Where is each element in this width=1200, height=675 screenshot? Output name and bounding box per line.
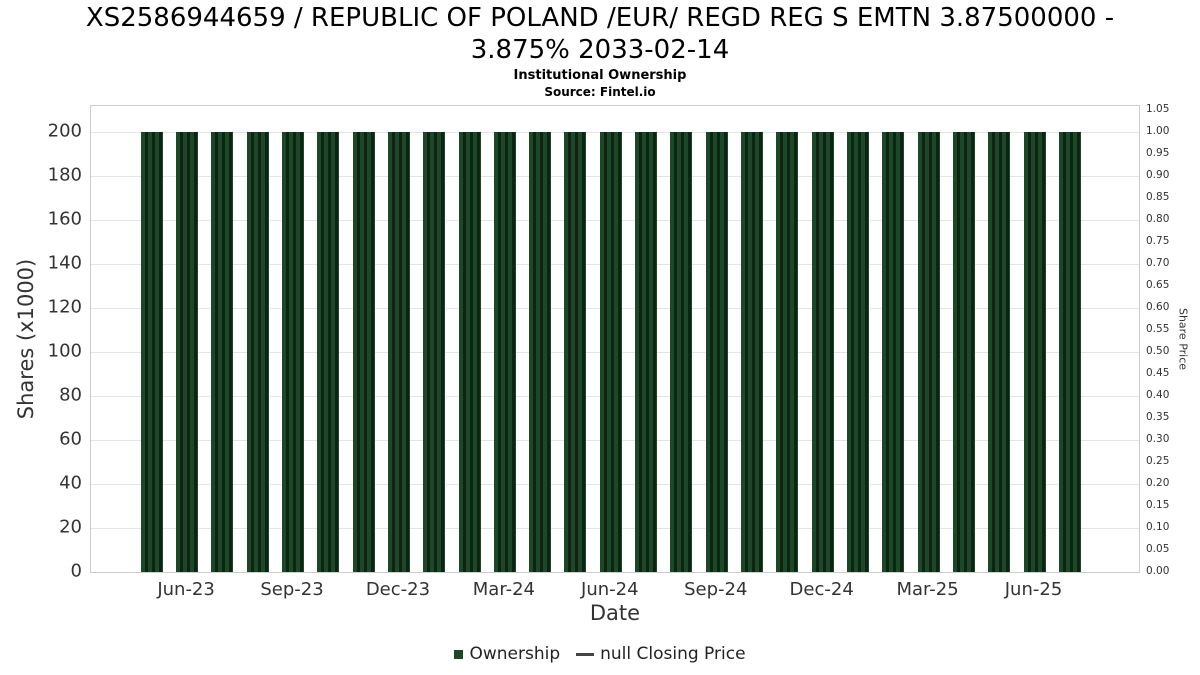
price-axis-tick-label: 0.45	[1146, 367, 1170, 380]
ownership-bar[interactable]	[387, 132, 410, 572]
ownership-bar[interactable]	[776, 132, 799, 572]
legend-price-label: null Closing Price	[600, 644, 746, 664]
ownership-bar[interactable]	[635, 132, 658, 572]
shares-axis-tick-label: 0	[70, 560, 82, 582]
chart-title-line2: 3.875% 2033-02-14	[470, 35, 730, 65]
shares-axis-tick-label: 100	[47, 340, 82, 362]
ownership-bar[interactable]	[140, 132, 163, 572]
legend-item-closing-price[interactable]: null Closing Price	[576, 644, 746, 664]
price-axis-tick-label: 0.05	[1146, 543, 1170, 556]
chart-title: XS2586944659 / REPUBLIC OF POLAND /EUR/ …	[0, 2, 1200, 66]
ownership-bar[interactable]	[670, 132, 693, 572]
ownership-bar[interactable]	[599, 132, 622, 572]
ownership-bar[interactable]	[741, 132, 764, 572]
chart-title-line1: XS2586944659 / REPUBLIC OF POLAND /EUR/ …	[85, 3, 1115, 33]
ownership-bar[interactable]	[705, 132, 728, 572]
shares-axis-tick-label: 60	[59, 428, 82, 450]
ownership-bar[interactable]	[1058, 132, 1081, 572]
price-axis-tick-label: 0.85	[1146, 191, 1170, 204]
price-axis-tick-label: 0.40	[1146, 389, 1170, 402]
legend-item-ownership[interactable]: Ownership	[454, 644, 560, 664]
ownership-bar[interactable]	[811, 132, 834, 572]
date-axis-tick-label: Jun-23	[157, 579, 215, 600]
date-axis-tick-label: Sep-24	[684, 579, 748, 600]
ownership-bar[interactable]	[529, 132, 552, 572]
ownership-bar[interactable]	[317, 132, 340, 572]
ownership-bar[interactable]	[493, 132, 516, 572]
date-axis-tick-label: Dec-24	[789, 579, 854, 600]
price-axis-tick-label: 0.30	[1146, 433, 1170, 446]
x-axis-title: Date	[589, 601, 641, 625]
price-axis-tick-label: 0.70	[1146, 257, 1170, 270]
date-axis-tick-label: Mar-25	[896, 579, 959, 600]
shares-axis-tick-label: 120	[47, 296, 82, 318]
shares-axis-tick-label: 20	[59, 516, 82, 538]
chart-subtitle: Institutional Ownership	[513, 68, 687, 83]
price-axis-tick-label: 0.95	[1146, 147, 1170, 160]
date-axis-tick-label: Dec-23	[365, 579, 431, 600]
price-axis-tick-label: 0.55	[1146, 323, 1170, 336]
ownership-bar[interactable]	[846, 132, 869, 572]
price-axis-tick-label: 0.10	[1146, 521, 1170, 534]
price-line-icon	[576, 652, 595, 656]
price-axis-tick-label: 0.50	[1146, 345, 1170, 358]
price-axis-tick-label: 0.00	[1146, 565, 1170, 577]
price-axis-tick-label: 0.65	[1146, 279, 1170, 292]
ownership-bar[interactable]	[176, 132, 199, 572]
price-axis-tick-label: 0.80	[1146, 213, 1170, 226]
date-axis-tick-label: Sep-23	[260, 579, 324, 600]
ownership-bar[interactable]	[882, 132, 905, 572]
shares-axis-tick-label: 180	[47, 164, 82, 186]
ownership-bar[interactable]	[917, 132, 940, 572]
price-axis-tick-label: 0.90	[1146, 169, 1170, 182]
ownership-bar[interactable]	[246, 132, 269, 572]
plot-area	[90, 105, 1140, 573]
price-axis-tick-label: 1.00	[1146, 125, 1170, 138]
chart-source-label: Source: Fintel.io	[544, 85, 656, 99]
shares-axis-tick-label: 40	[59, 472, 82, 494]
shares-axis-tick-label: 160	[47, 208, 82, 230]
right-axis-title: Share Price	[1176, 307, 1190, 371]
price-axis-tick-label: 0.35	[1146, 411, 1170, 424]
ownership-bar[interactable]	[458, 132, 481, 572]
ownership-bar[interactable]	[952, 132, 975, 572]
shares-axis-tick-label: 200	[47, 120, 82, 142]
legend-ownership-label: Ownership	[469, 644, 561, 664]
price-axis-tick-label: 0.25	[1146, 455, 1170, 468]
price-axis-tick-label: 0.20	[1146, 477, 1170, 490]
legend: Ownership null Closing Price	[0, 644, 1200, 664]
ownership-swatch-icon	[454, 649, 464, 659]
ownership-bar[interactable]	[423, 132, 446, 572]
price-axis-tick-label: 0.75	[1146, 235, 1170, 248]
ownership-bar[interactable]	[564, 132, 587, 572]
date-axis-tick-label: Jun-25	[1004, 579, 1063, 600]
shares-axis-tick-label: 140	[47, 252, 82, 274]
ownership-bar[interactable]	[1023, 132, 1046, 572]
price-axis-tick-label: 0.15	[1146, 499, 1170, 512]
ownership-bar[interactable]	[282, 132, 305, 572]
ownership-bar[interactable]	[988, 132, 1011, 572]
ownership-bar[interactable]	[352, 132, 375, 572]
date-axis-tick-label: Jun-24	[581, 579, 639, 600]
shares-axis-tick-label: 80	[59, 384, 82, 406]
price-axis-tick-label: 0.60	[1146, 301, 1170, 314]
ownership-bar[interactable]	[211, 132, 234, 572]
price-axis-tick-label: 1.05	[1146, 103, 1170, 116]
date-axis-tick-label: Mar-24	[472, 579, 535, 600]
